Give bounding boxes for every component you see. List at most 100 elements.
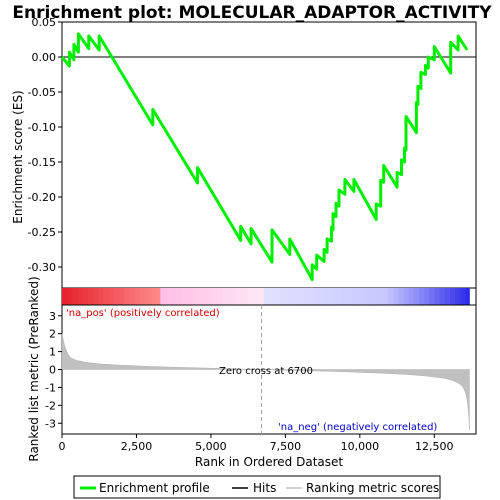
metric-y-tick-label: -3	[45, 417, 56, 430]
es-y-tick-label: -0.15	[28, 156, 56, 169]
rank-bar-segment	[175, 288, 182, 305]
rank-bar-segment	[460, 288, 467, 305]
rank-bar-segment	[93, 288, 99, 305]
metric-y-axis: 3 2 1 0 -1 -2 -3	[45, 310, 62, 430]
rank-bar-segment	[289, 288, 296, 305]
rank-bar-segment	[232, 288, 239, 305]
rank-bar-segment	[377, 288, 384, 305]
rank-bar-segment	[450, 288, 456, 305]
metric-y-axis-label: Ranked list metric (PreRanked)	[27, 276, 41, 461]
es-y-axis-label: Enrichment score (ES)	[11, 90, 25, 223]
rank-bar-segment	[206, 288, 213, 305]
rank-bar-segment	[170, 288, 177, 305]
rank-bar-segment	[419, 288, 425, 305]
enrichment-profile-line	[60, 32, 469, 282]
rank-bar-segment	[72, 288, 78, 305]
rank-bar-segment	[424, 288, 430, 305]
rank-bar-segment	[113, 288, 120, 305]
metric-x-tick-label: 2,500	[121, 440, 153, 453]
rank-bar-segment	[429, 288, 435, 305]
legend-hits-label: Hits	[253, 481, 276, 495]
rank-bar-segment	[382, 288, 389, 305]
rank-bar-segment	[403, 288, 410, 305]
metric-x-tick-label: 0	[59, 440, 66, 453]
rank-bar-segment	[408, 288, 415, 305]
rank-bar-segment	[77, 288, 84, 305]
rank-bar-segment	[258, 288, 265, 305]
es-y-tick-label: -0.30	[28, 261, 56, 274]
zero-cross-label: Zero cross at 6700	[219, 366, 313, 377]
negative-correlation-label: 'na_neg' (negatively correlated)	[278, 422, 437, 433]
metric-y-tick-label: -1	[45, 381, 56, 394]
rank-bar-segment	[300, 288, 306, 305]
es-panel-frame	[61, 21, 477, 289]
rank-bar-segment	[103, 288, 109, 305]
rank-bar-segment	[284, 288, 291, 305]
rank-bar-segment	[444, 288, 451, 305]
rank-bar-segment	[222, 288, 228, 305]
rank-bar-segment	[186, 288, 192, 305]
rank-bar-segment	[155, 288, 161, 305]
metric-x-axis-label: Rank in Ordered Dataset	[195, 455, 343, 469]
rank-bar-segment	[356, 288, 363, 305]
rank-bar-segment	[351, 288, 358, 305]
rank-bar-segment	[248, 288, 254, 305]
rank-bar-segment	[294, 288, 301, 305]
rank-bar-segment	[398, 288, 404, 305]
ranking-metric-area	[61, 333, 470, 431]
rank-bar-segment	[160, 288, 166, 305]
metric-x-tick-label: 12,500	[415, 440, 454, 453]
rank-bar-segment	[67, 288, 73, 305]
chart-title: Enrichment plot: MOLECULAR_ADAPTOR_ACTIV…	[12, 3, 492, 23]
rank-bar-segment	[165, 288, 172, 305]
rank-bar-segment	[82, 288, 89, 305]
legend-frame	[73, 475, 441, 499]
rank-bar-segment	[243, 288, 249, 305]
rank-bar-segment	[362, 288, 368, 305]
rank-bar-segment	[279, 288, 285, 305]
rank-bar-segment	[108, 288, 115, 305]
rank-bar-segment	[341, 288, 348, 305]
rank-bar-segment	[336, 288, 342, 305]
es-y-tick-label: -0.20	[28, 191, 56, 204]
es-y-tick-label: 0.05	[32, 16, 57, 29]
rank-bar-segment	[393, 288, 399, 305]
rank-bar-segment	[346, 288, 353, 305]
rank-bar-segment	[98, 288, 104, 305]
rank-bar-segment	[274, 288, 280, 305]
rank-bar-segment	[217, 288, 223, 305]
metric-y-tick-label: 3	[49, 310, 56, 323]
rank-bar-segment	[62, 288, 68, 305]
legend: Enrichment profile Hits Ranking metric s…	[73, 475, 441, 499]
legend-metric-label: Ranking metric scores	[306, 481, 439, 495]
es-panel: 0.05 0.00 -0.05 -0.10 -0.15 -0.20 -0.25 -0.30 E…	[11, 16, 477, 289]
rank-bar-segment	[310, 288, 316, 305]
es-y-axis: 0.05 0.00 -0.05 -0.10 -0.15 -0.20 -0.25 -0.30	[28, 16, 62, 274]
rank-bar-segment	[305, 288, 311, 305]
rank-bar-segment	[439, 288, 446, 305]
rank-bar-segment	[87, 288, 94, 305]
metric-x-tick-label: 10,000	[341, 440, 380, 453]
rank-bar-segment	[455, 288, 461, 305]
rank-bar-segment	[201, 288, 208, 305]
rank-bar-segment	[263, 288, 270, 305]
metric-y-tick-label: -2	[45, 399, 56, 412]
metric-y-tick-label: 0	[49, 364, 56, 377]
metric-y-tick-label: 1	[49, 346, 56, 359]
rank-bar-segment	[413, 288, 420, 305]
rank-bar-segment	[181, 288, 187, 305]
rank-bar-segment	[253, 288, 260, 305]
metric-y-tick-label: 2	[49, 328, 56, 341]
rank-bar-segment	[227, 288, 234, 305]
es-y-tick-label: -0.25	[28, 226, 56, 239]
rank-bar-segment	[124, 288, 130, 305]
es-y-tick-label: -0.10	[28, 121, 56, 134]
rank-bar-segment	[237, 288, 244, 305]
rank-bar-segment	[315, 288, 322, 305]
rank-bar-segment	[325, 288, 332, 305]
rank-bar-segment	[465, 288, 470, 305]
rank-bar-segment	[144, 288, 151, 305]
rank-bar-segment	[118, 288, 125, 305]
